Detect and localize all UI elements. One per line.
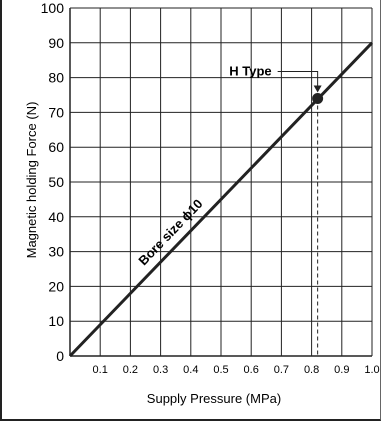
y-tick-label: 30 [48, 244, 64, 260]
x-tick-label: 0.6 [244, 364, 259, 376]
highlight-point [312, 92, 324, 104]
y-tick-label: 0 [56, 348, 64, 364]
x-tick-label: 0.8 [304, 364, 319, 376]
x-tick-label: 0.7 [274, 364, 289, 376]
x-tick-label: 1.0 [364, 364, 379, 376]
series-label: Bore size ϕ10 [135, 196, 205, 268]
y-tick-label: 50 [48, 174, 64, 190]
grid [70, 7, 373, 356]
annotations: H Type [229, 63, 324, 356]
y-tick-label: 10 [48, 313, 64, 329]
y-tick-label: 100 [41, 0, 65, 16]
axes [69, 8, 372, 357]
x-tick-label: 0.4 [183, 364, 198, 376]
y-axis-title: Magnetic holding Force (N) [24, 102, 39, 259]
y-tick-label: 90 [48, 35, 64, 51]
x-axis-title: Supply Pressure (MPa) [147, 391, 281, 406]
y-tick-label: 70 [48, 104, 64, 120]
leader-arrow [313, 85, 322, 93]
x-tick-label: 0.3 [153, 364, 168, 376]
y-tick-label: 60 [48, 139, 64, 155]
x-tick-label: 0.1 [93, 364, 108, 376]
y-tick-label: 40 [48, 209, 64, 225]
y-tick-label: 20 [48, 278, 64, 294]
x-tick-label: 0.9 [334, 364, 349, 376]
highlight-label: H Type [229, 63, 271, 78]
x-tick-label: 0.2 [123, 364, 138, 376]
x-tick-label: 0.5 [213, 364, 228, 376]
tick-labels: 0 10 20 30 40 50 60 70 80 90 100 0.1 0.2 0.3 0.4 0.5 0.6… [41, 0, 380, 376]
leader-line [277, 70, 319, 88]
y-tick-label: 80 [48, 70, 64, 86]
